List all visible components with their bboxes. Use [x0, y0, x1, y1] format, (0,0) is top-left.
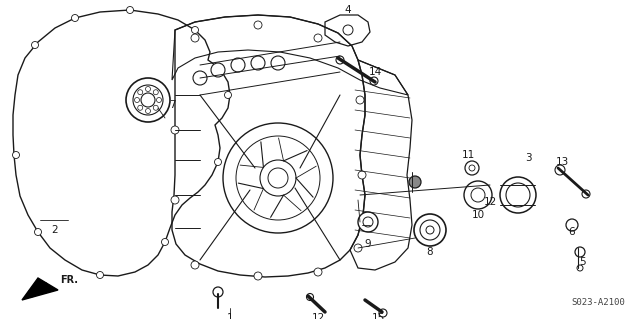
Circle shape: [356, 96, 364, 104]
Circle shape: [414, 214, 446, 246]
Text: 2: 2: [52, 225, 58, 235]
Circle shape: [409, 176, 421, 188]
Text: 7: 7: [169, 100, 175, 110]
Circle shape: [314, 34, 322, 42]
Circle shape: [138, 105, 143, 110]
Text: 10: 10: [472, 210, 484, 220]
Circle shape: [370, 77, 378, 85]
Circle shape: [97, 271, 104, 278]
Circle shape: [426, 226, 434, 234]
Circle shape: [268, 168, 288, 188]
Text: 11: 11: [461, 150, 475, 160]
Circle shape: [72, 14, 79, 21]
Circle shape: [464, 181, 492, 209]
Circle shape: [191, 34, 199, 42]
Text: 8: 8: [427, 247, 433, 257]
Circle shape: [358, 171, 366, 179]
Circle shape: [214, 159, 221, 166]
Circle shape: [343, 25, 353, 35]
Circle shape: [379, 309, 387, 317]
Circle shape: [134, 98, 140, 102]
Circle shape: [354, 244, 362, 252]
Circle shape: [31, 41, 38, 48]
Circle shape: [307, 293, 314, 300]
Circle shape: [582, 190, 590, 198]
Circle shape: [225, 92, 232, 99]
Circle shape: [13, 152, 19, 159]
Circle shape: [171, 126, 179, 134]
Circle shape: [254, 272, 262, 280]
Circle shape: [471, 188, 485, 202]
Text: 4: 4: [345, 5, 351, 15]
Circle shape: [251, 56, 265, 70]
Text: 15: 15: [371, 313, 385, 319]
Text: 1: 1: [227, 313, 234, 319]
Circle shape: [465, 161, 479, 175]
Circle shape: [191, 261, 199, 269]
Circle shape: [223, 123, 333, 233]
Text: 12: 12: [312, 313, 324, 319]
Circle shape: [236, 136, 320, 220]
Circle shape: [126, 78, 170, 122]
Text: 9: 9: [365, 239, 371, 249]
Circle shape: [141, 93, 155, 107]
Circle shape: [133, 85, 163, 115]
Circle shape: [500, 177, 536, 213]
Circle shape: [363, 217, 373, 227]
Text: 3: 3: [525, 153, 531, 163]
Text: 14: 14: [369, 67, 381, 77]
Circle shape: [153, 105, 158, 110]
Circle shape: [138, 90, 143, 95]
Circle shape: [213, 287, 223, 297]
Circle shape: [157, 98, 161, 102]
Circle shape: [566, 219, 578, 231]
Circle shape: [161, 239, 168, 246]
Circle shape: [145, 86, 150, 92]
Circle shape: [575, 247, 585, 257]
Circle shape: [271, 56, 285, 70]
Circle shape: [420, 220, 440, 240]
Circle shape: [336, 56, 344, 64]
Circle shape: [577, 265, 583, 271]
Circle shape: [153, 90, 158, 95]
Text: 6: 6: [569, 227, 575, 237]
Circle shape: [358, 212, 378, 232]
Circle shape: [145, 108, 150, 114]
Circle shape: [191, 26, 198, 33]
Circle shape: [193, 71, 207, 85]
Text: 13: 13: [556, 157, 568, 167]
Text: FR.: FR.: [60, 275, 78, 285]
Circle shape: [171, 196, 179, 204]
Circle shape: [211, 63, 225, 77]
Circle shape: [314, 268, 322, 276]
Polygon shape: [22, 278, 58, 300]
Text: S023-A2100: S023-A2100: [572, 298, 625, 307]
Circle shape: [555, 165, 565, 175]
Text: 12: 12: [483, 197, 497, 207]
Text: 5: 5: [579, 257, 586, 267]
Circle shape: [127, 6, 134, 13]
Circle shape: [469, 165, 475, 171]
Circle shape: [35, 228, 42, 235]
Circle shape: [231, 58, 245, 72]
Circle shape: [506, 183, 530, 207]
Circle shape: [254, 21, 262, 29]
Circle shape: [260, 160, 296, 196]
